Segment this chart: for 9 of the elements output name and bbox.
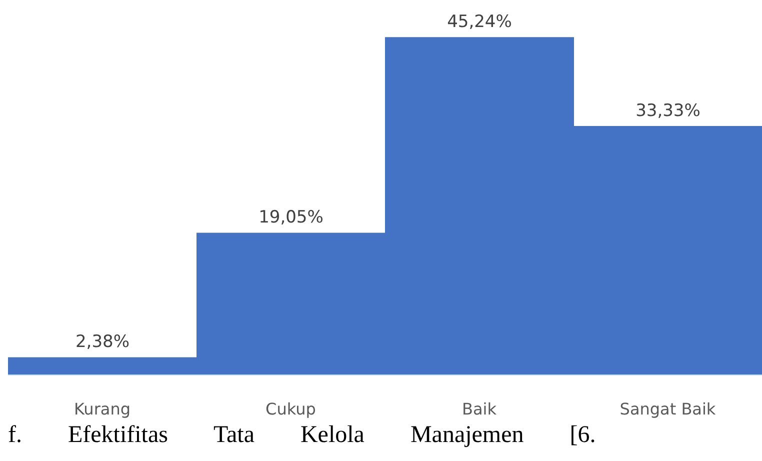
data-label: 19,05% [258,208,324,228]
x-tick-label: Baik [462,399,498,418]
data-label: 33,33% [636,101,700,122]
text: f. Efektifitas Tata Kelola Manajemen [6. [8,422,597,449]
data-label: 2,38% [75,332,130,352]
data-label: 45,24% [447,12,512,32]
x-tick-label: Sangat Baik [620,399,716,418]
x-tick-label: Cukup [266,399,316,418]
x-tick-label: Kurang [74,399,131,418]
